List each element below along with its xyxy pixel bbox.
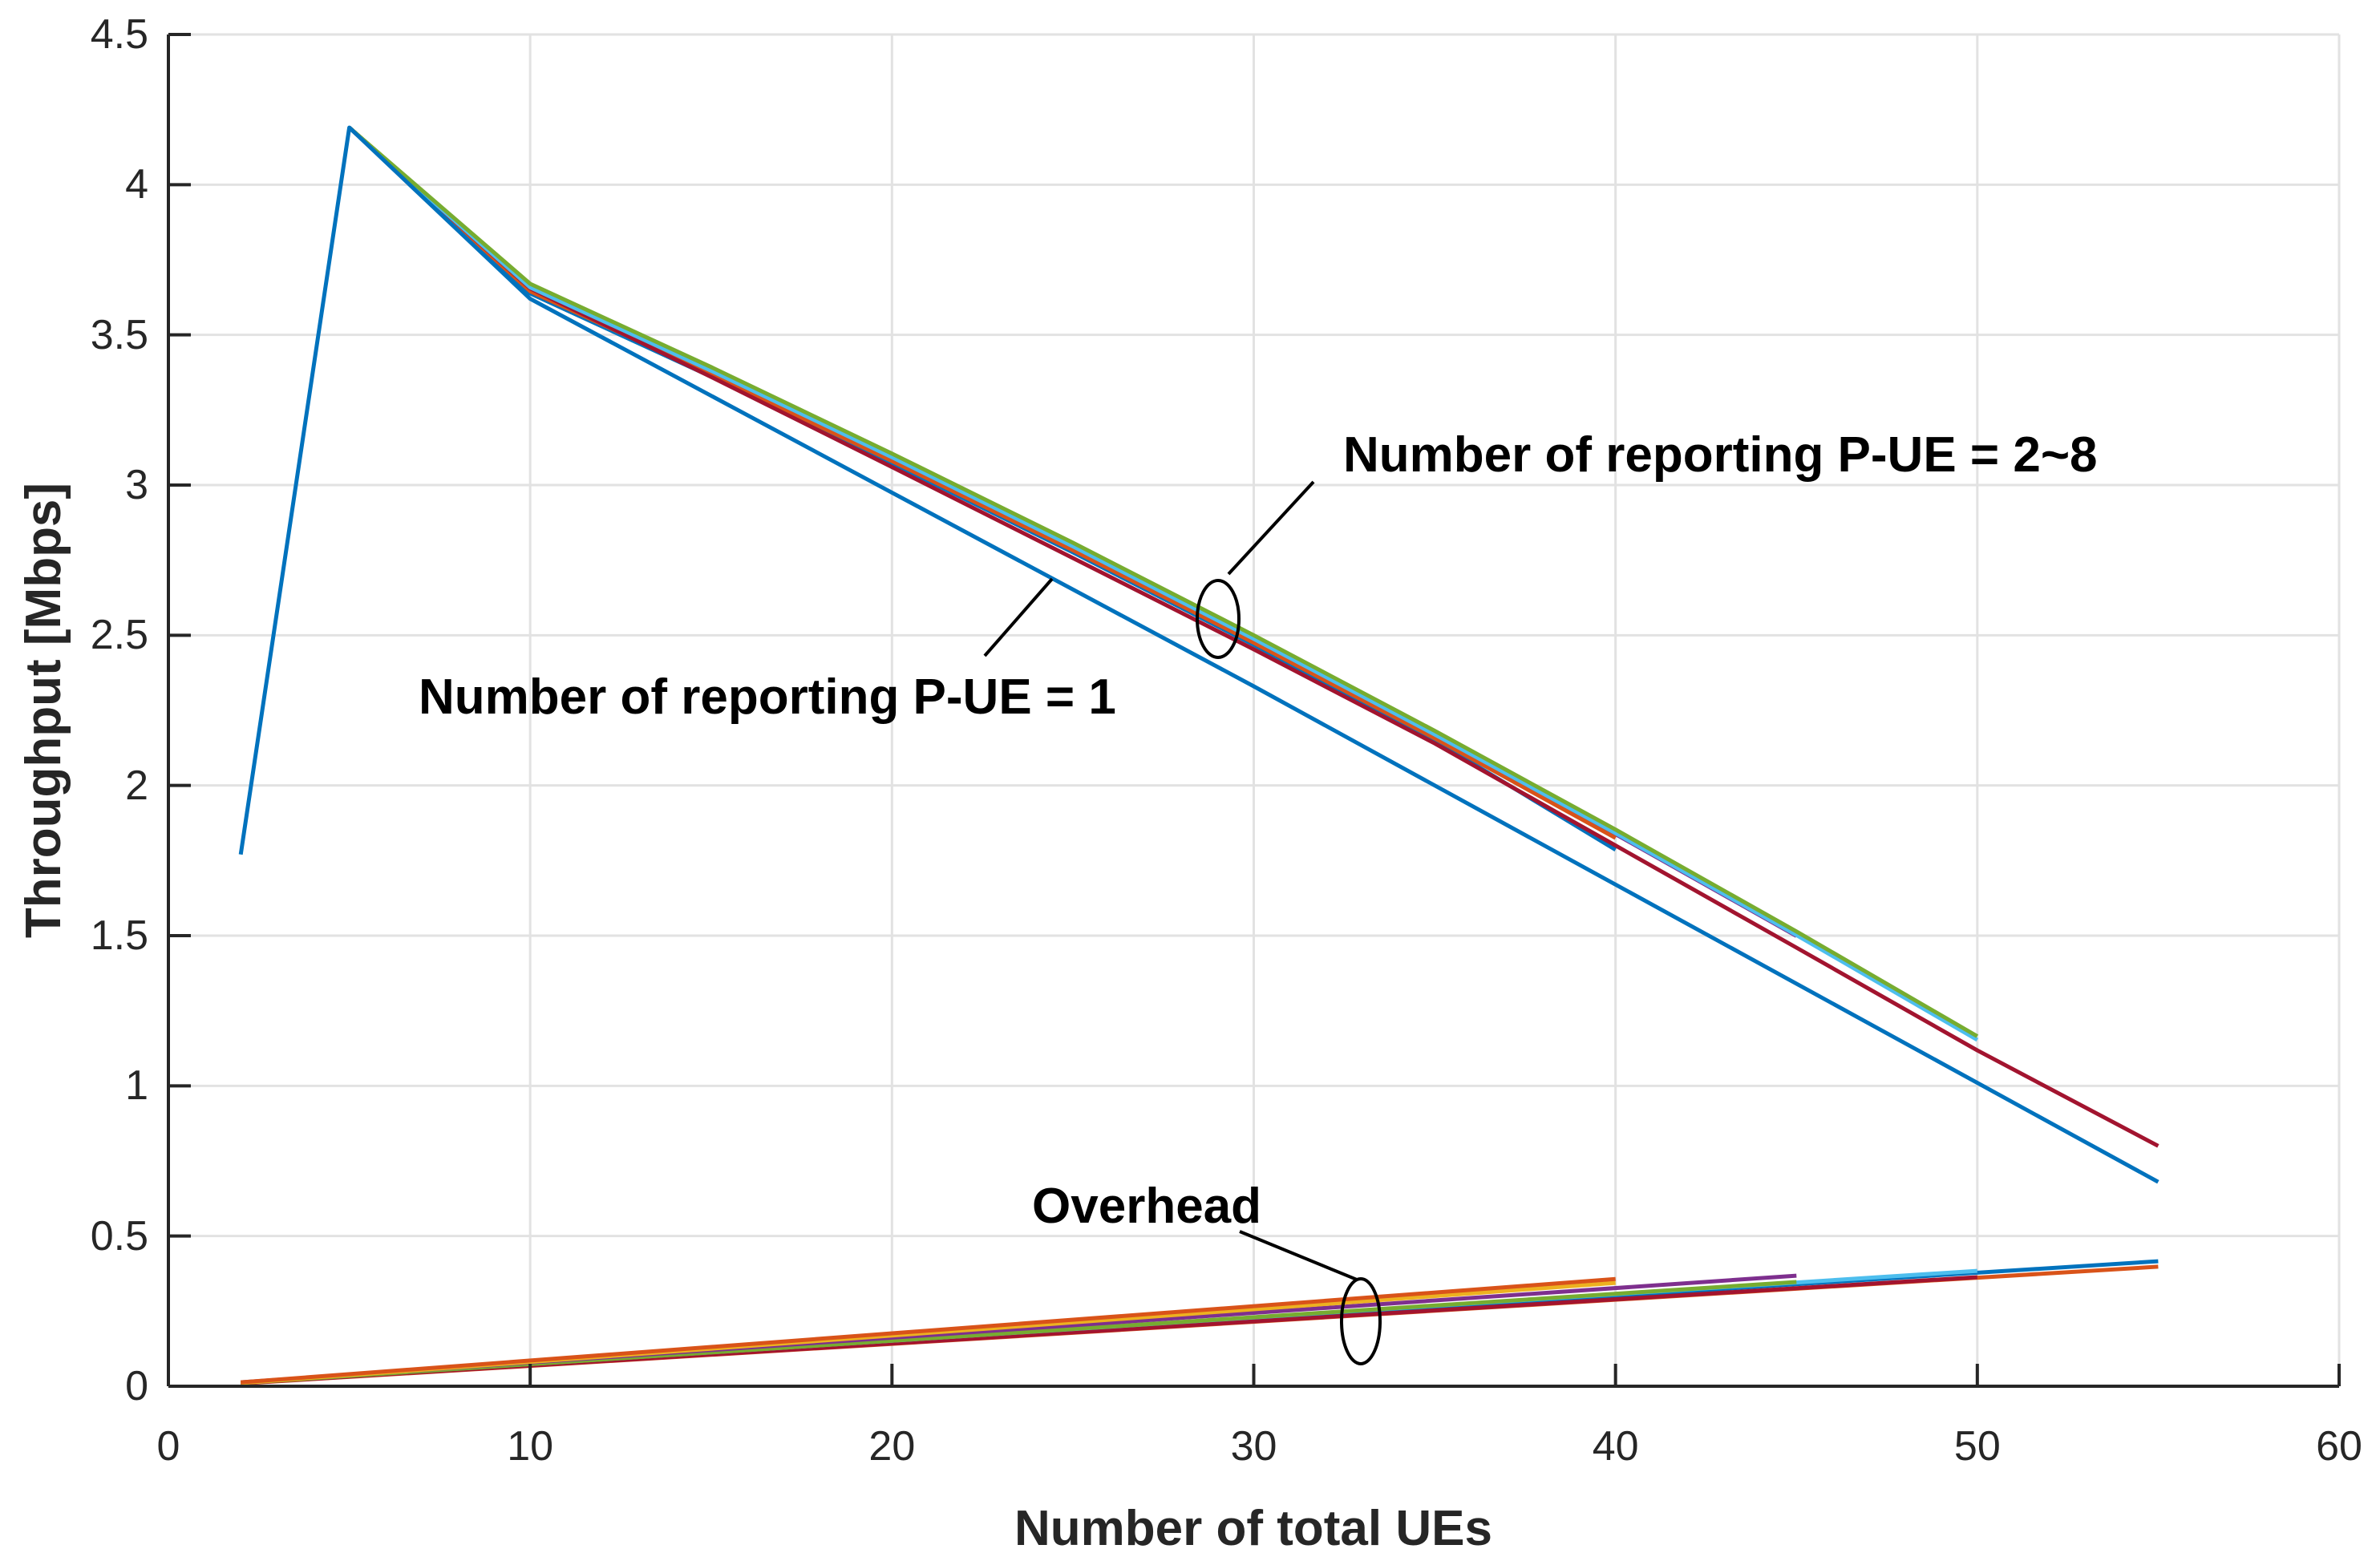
x-tick-label-0: 0 — [156, 1423, 180, 1470]
ellipse-bundle — [1196, 579, 1241, 659]
series-throughput-bundle-cyan-end50 — [347, 126, 1979, 1042]
ellipse-overhead — [1340, 1277, 1382, 1365]
y-tick-label-3.5: 3.5 — [90, 311, 148, 358]
annotation-overhead: Overhead — [1032, 1179, 1262, 1234]
series-throughput-bundle-green-end50 — [347, 126, 1979, 1038]
y-tick-label-0.5: 0.5 — [90, 1212, 148, 1260]
axes — [167, 33, 2341, 1388]
x-tick-label-30: 30 — [1230, 1423, 1277, 1470]
x-axis-label: Number of total UEs — [1014, 1501, 1492, 1556]
y-tick-label-4.5: 4.5 — [90, 11, 148, 58]
series-lines — [238, 125, 2159, 1386]
callout-pue-1-line — [983, 577, 1054, 657]
series-throughput-pue-1-blue — [238, 125, 2159, 1184]
y-axis-label: Throughput [Mbps] — [16, 482, 71, 939]
x-tick-label-60: 60 — [2316, 1423, 2362, 1470]
y-tick-label-3: 3 — [125, 462, 148, 508]
y-tick-label-4: 4 — [125, 161, 148, 208]
callout-overhead-line — [1239, 1230, 1358, 1281]
y-tick-label-0: 0 — [125, 1363, 148, 1409]
y-tick-label-1: 1 — [125, 1062, 148, 1110]
x-tick-label-40: 40 — [1592, 1423, 1639, 1470]
series-overhead-orange-top-end40 — [241, 1276, 1616, 1385]
x-tick-label-20: 20 — [868, 1423, 916, 1470]
x-tick-label-50: 50 — [1953, 1423, 2001, 1470]
x-tick-label-10: 10 — [507, 1423, 554, 1470]
y-tick-label-2: 2 — [125, 762, 148, 809]
y-tick-label-2.5: 2.5 — [90, 612, 148, 659]
callout-pue-2-8-line — [1227, 480, 1315, 576]
series-throughput-bundle-maroon-end55 — [347, 126, 2159, 1148]
y-tick-label-1.5: 1.5 — [90, 912, 148, 959]
gridlines — [168, 33, 2341, 1386]
annotation-pue-1: Number of reporting P-UE = 1 — [419, 669, 1116, 725]
annotation-pue-2-8: Number of reporting P-UE = 2~8 — [1343, 427, 2098, 483]
series-throughput-bundle-blue-end40 — [347, 126, 1617, 851]
annotation-shapes — [983, 480, 1382, 1365]
